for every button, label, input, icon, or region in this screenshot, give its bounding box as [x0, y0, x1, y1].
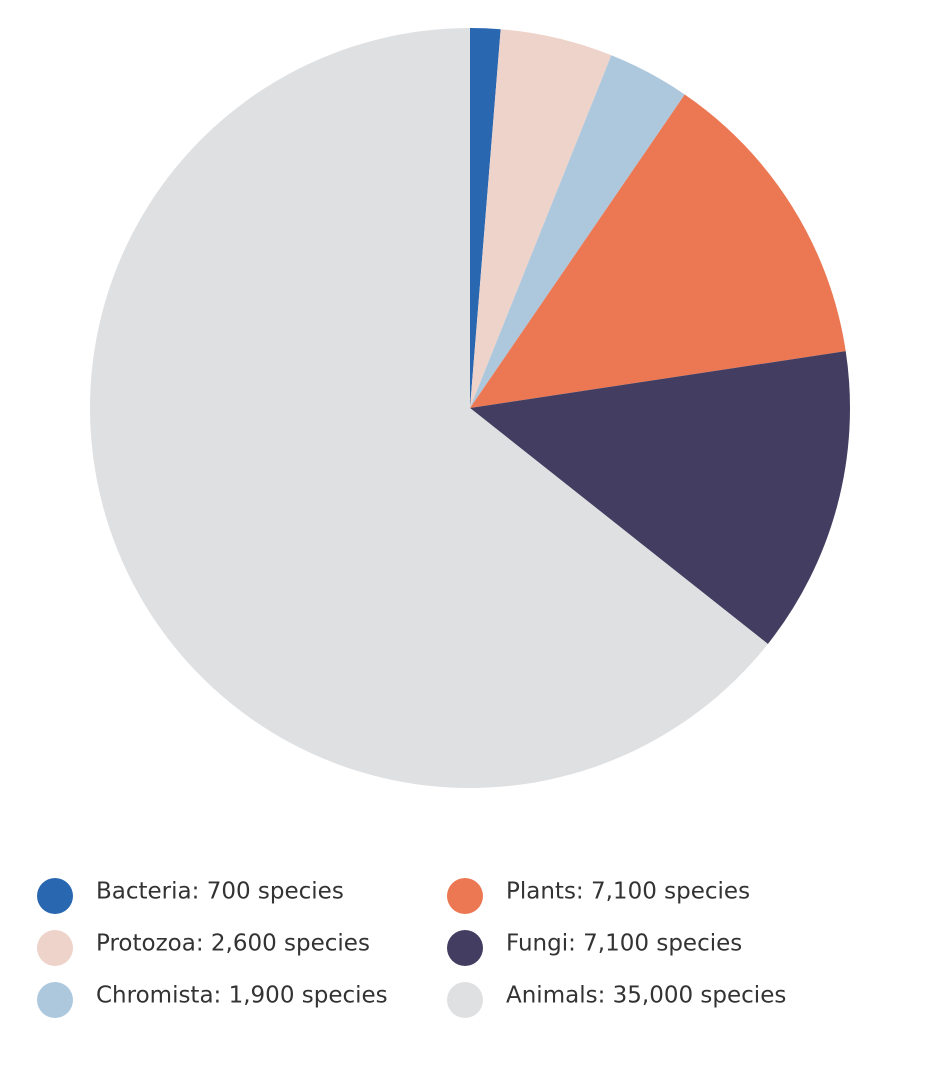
pie-slice	[470, 55, 685, 408]
legend-swatch	[37, 982, 73, 1018]
legend-swatch	[447, 878, 483, 914]
legend-swatch	[37, 878, 73, 914]
pie-slice	[470, 94, 846, 408]
legend-label: Protozoa: 2,600 species	[96, 931, 370, 957]
legend-label: Fungi: 7,100 species	[506, 931, 742, 957]
legend-label: Bacteria: 700 species	[96, 879, 344, 905]
pie-slice	[470, 351, 850, 644]
legend-label: Chromista: 1,900 species	[96, 983, 388, 1009]
legend-swatch	[447, 930, 483, 966]
pie-slice	[470, 29, 612, 408]
legend-swatch	[447, 982, 483, 1018]
pie-slice	[470, 28, 501, 408]
legend-label: Plants: 7,100 species	[506, 879, 750, 905]
pie-slice	[89, 28, 768, 789]
legend-swatch	[37, 930, 73, 966]
legend-label: Animals: 35,000 species	[506, 983, 786, 1009]
